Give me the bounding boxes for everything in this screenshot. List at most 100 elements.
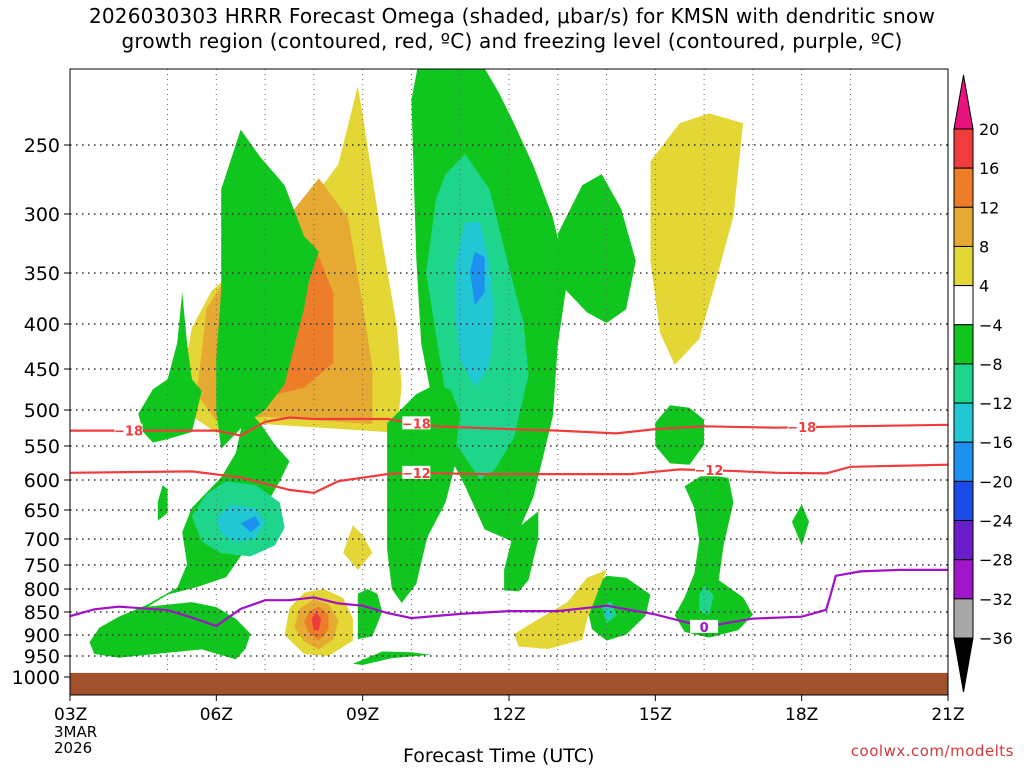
omega-region-4 bbox=[157, 485, 168, 521]
y-tick-label: 950 bbox=[24, 646, 60, 668]
dgz-bottom-label: −12 bbox=[694, 464, 723, 479]
colorbar-swatch bbox=[953, 441, 974, 482]
colorbar-level-label: 12 bbox=[979, 198, 999, 217]
colorbar-level-label: −8 bbox=[979, 355, 1003, 374]
chart-title: 2026030303 HRRR Forecast Omega (shaded, … bbox=[0, 4, 1024, 54]
y-tick-label: 700 bbox=[24, 529, 60, 551]
dgz-top-label: −18 bbox=[114, 425, 143, 440]
colorbar-level-label: 20 bbox=[979, 120, 999, 139]
colorbar-level-label: −32 bbox=[979, 590, 1013, 609]
omega-region-11 bbox=[138, 292, 202, 443]
omega-region-33 bbox=[216, 504, 266, 543]
x-date-label: 3MAR bbox=[54, 723, 97, 741]
x-tick-label: 09Z bbox=[346, 705, 379, 725]
dgz-bottom-label-bg bbox=[694, 463, 723, 477]
colorbar-bottom-arrow bbox=[953, 637, 974, 693]
y-tick-label: 850 bbox=[24, 602, 60, 624]
x-tick-label: 03Z bbox=[54, 705, 87, 725]
colorbar-swatch bbox=[953, 245, 974, 287]
y-tick-label: 500 bbox=[24, 400, 60, 422]
colorbar-level-label: −20 bbox=[979, 472, 1013, 491]
colorbar-level-label: −36 bbox=[979, 629, 1013, 648]
y-tick-label: 550 bbox=[24, 436, 60, 458]
colorbar-swatch bbox=[953, 128, 974, 169]
y-tick-label: 1000 bbox=[12, 667, 60, 689]
y-tick-label: 750 bbox=[24, 555, 60, 577]
dgz-top-label-bg bbox=[402, 416, 431, 430]
colorbar-swatch bbox=[953, 520, 974, 561]
y-tick-label: 300 bbox=[24, 204, 60, 226]
y-tick-label: 900 bbox=[24, 625, 60, 647]
y-axis-ticks: 2503003504004505005506006507007508008509… bbox=[12, 135, 70, 689]
omega-region-31 bbox=[311, 612, 322, 631]
y-tick-label: 600 bbox=[24, 470, 60, 492]
title-line-1: 2026030303 HRRR Forecast Omega (shaded, … bbox=[88, 4, 936, 28]
omega-region-17 bbox=[655, 405, 705, 465]
omega-region-19 bbox=[699, 585, 714, 615]
omega-region-34 bbox=[240, 516, 261, 533]
x-tick-label: 21Z bbox=[931, 705, 964, 725]
x-tick-label: 15Z bbox=[639, 705, 672, 725]
colorbar-swatch bbox=[953, 559, 974, 600]
colorbar-level-label: −24 bbox=[979, 512, 1013, 531]
dgz-top-contour bbox=[70, 416, 948, 437]
omega-region-24 bbox=[513, 569, 607, 649]
colorbar-swatch bbox=[953, 285, 974, 326]
site-credit[interactable]: coolwx.com/modelts bbox=[850, 742, 1014, 760]
dgz-bottom-contour bbox=[70, 463, 948, 495]
y-tick-label: 450 bbox=[24, 359, 60, 381]
omega-region-16 bbox=[650, 113, 744, 365]
omega-region-13 bbox=[504, 511, 539, 592]
y-tick-label: 250 bbox=[24, 135, 60, 157]
dgz-top-label-bg bbox=[114, 423, 143, 437]
x-tick-label: 18Z bbox=[785, 705, 818, 725]
freezing-level-contour bbox=[70, 568, 948, 629]
omega-region-22 bbox=[604, 609, 612, 621]
dgz-top-label: −18 bbox=[402, 417, 431, 432]
omega-region-10 bbox=[470, 251, 485, 306]
x-tick-label: 06Z bbox=[200, 705, 233, 725]
x-axis-label: Forecast Time (UTC) bbox=[403, 745, 595, 767]
colorbar-swatch bbox=[953, 363, 974, 404]
colorbar-level-label: 8 bbox=[979, 237, 989, 256]
dgz-bottom-label: −12 bbox=[402, 467, 431, 482]
omega-region-14 bbox=[557, 174, 636, 323]
colorbar-top-arrow bbox=[953, 74, 974, 130]
x-year-label: 2026 bbox=[54, 739, 92, 757]
colorbar-level-label: −12 bbox=[979, 394, 1013, 413]
y-tick-label: 650 bbox=[24, 500, 60, 522]
freezing-level-label-bg bbox=[690, 619, 719, 633]
y-tick-label: 400 bbox=[24, 314, 60, 336]
x-tick-label: 12Z bbox=[492, 705, 525, 725]
ground-terrain bbox=[70, 672, 948, 695]
dgz-bottom-label-bg bbox=[402, 465, 431, 479]
colorbar-level-label: 4 bbox=[979, 277, 989, 296]
dgz-top-label: −18 bbox=[787, 421, 816, 436]
omega-region-6 bbox=[216, 129, 319, 449]
colorbar-swatch bbox=[953, 598, 974, 639]
colorbar-swatch bbox=[953, 206, 974, 247]
colorbar-level-label: −16 bbox=[979, 433, 1013, 452]
omega-region-18 bbox=[674, 474, 753, 638]
omega-region-25 bbox=[343, 525, 373, 570]
colorbar-swatch bbox=[953, 402, 974, 443]
contours: −18 −18 −18 −12 −12 0 bbox=[70, 416, 948, 636]
dgz-top-label-bg bbox=[787, 420, 816, 434]
omega-region-5 bbox=[89, 407, 290, 660]
omega-region-23 bbox=[791, 504, 809, 546]
colorbar-level-label: −28 bbox=[979, 551, 1013, 570]
freezing-level-label: 0 bbox=[700, 621, 709, 636]
colorbar-level-label: −4 bbox=[979, 316, 1003, 335]
omega-shading bbox=[89, 69, 809, 665]
colorbar: 20 16 12 8 4 −4 −8 −12 −16 −20 −24 −28 −32 −36 bbox=[953, 74, 1013, 693]
colorbar-swatch bbox=[953, 480, 974, 522]
omega-region-26 bbox=[357, 589, 383, 640]
colorbar-swatch bbox=[953, 167, 974, 208]
y-tick-label: 800 bbox=[24, 579, 60, 601]
y-tick-label: 350 bbox=[24, 263, 60, 285]
colorbar-level-label: 16 bbox=[979, 159, 999, 178]
title-line-2: growth region (contoured, red, ºC) and f… bbox=[121, 29, 903, 53]
colorbar-swatch bbox=[953, 324, 974, 365]
